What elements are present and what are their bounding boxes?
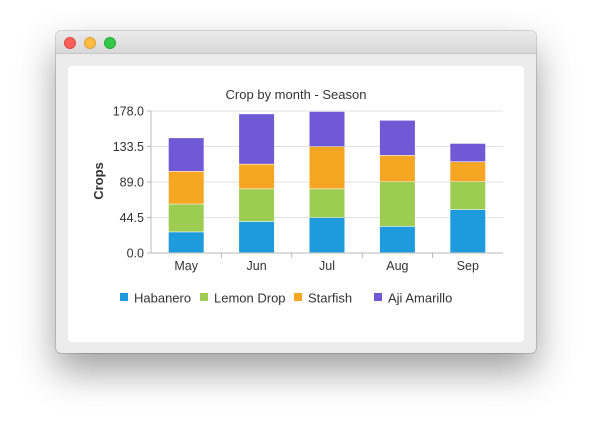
bar-segment [168, 171, 204, 204]
bar-segment [309, 146, 345, 189]
x-tick-label: Sep [457, 259, 479, 273]
x-tick-label: Aug [386, 259, 408, 273]
x-tick-label: Jun [247, 259, 267, 273]
y-tick-label: 89.0 [120, 176, 144, 190]
x-tick-label: May [174, 259, 198, 273]
bar-segment [379, 120, 415, 156]
title-bar[interactable] [56, 31, 536, 54]
legend-label: Lemon Drop [214, 291, 286, 306]
chart-panel: Crop by month - Season Crops 0.0 44.5 89.0… [68, 66, 524, 342]
y-tick-label: 178.0 [113, 105, 144, 119]
close-window-button[interactable] [64, 37, 76, 49]
bar-segment [168, 138, 204, 172]
legend-swatch [200, 293, 208, 301]
y-tick-label: 133.5 [113, 140, 144, 154]
bar-segment [379, 155, 415, 182]
bars [168, 111, 486, 253]
bar-segment [239, 189, 275, 222]
bar-segment [450, 209, 486, 253]
legend-label: Aji Amarillo [388, 291, 452, 306]
stacked-bar-chart: Crop by month - Season Crops 0.0 44.5 89.0… [91, 87, 503, 306]
chart-title: Crop by month - Season [226, 87, 367, 102]
y-tick-label: 0.0 [127, 247, 144, 261]
legend-swatch [374, 293, 382, 301]
legend-swatch [120, 293, 128, 301]
minimize-window-button[interactable] [84, 37, 96, 49]
bar-segment [379, 182, 415, 227]
y-tick-label: 44.5 [120, 211, 144, 225]
bar-segment [450, 182, 486, 210]
bar-segment [309, 111, 345, 147]
x-axis-ticks: May Jun Jul Aug Sep [174, 253, 479, 273]
bar-segment [239, 164, 275, 189]
bar-segment [450, 143, 486, 162]
bar-segment [309, 189, 345, 218]
y-axis-label: Crops [91, 162, 106, 200]
y-axis-ticks: 0.0 44.5 89.0 133.5 178.0 [113, 105, 144, 261]
legend: Habanero Lemon Drop Starfish Aji Amarillo [120, 291, 452, 306]
maximize-window-button[interactable] [104, 37, 116, 49]
legend-label: Starfish [308, 291, 352, 306]
legend-swatch [294, 293, 302, 301]
bar-segment [309, 217, 345, 253]
x-tick-label: Jul [319, 259, 335, 273]
bar-segment [168, 204, 204, 232]
bar-segment [450, 162, 486, 182]
bar-segment [239, 221, 275, 253]
bar-segment [379, 226, 415, 253]
app-window: Crop by month - Season Crops 0.0 44.5 89.0… [56, 31, 536, 353]
legend-label: Habanero [134, 291, 191, 306]
bar-segment [168, 232, 204, 253]
bar-segment [239, 114, 275, 164]
